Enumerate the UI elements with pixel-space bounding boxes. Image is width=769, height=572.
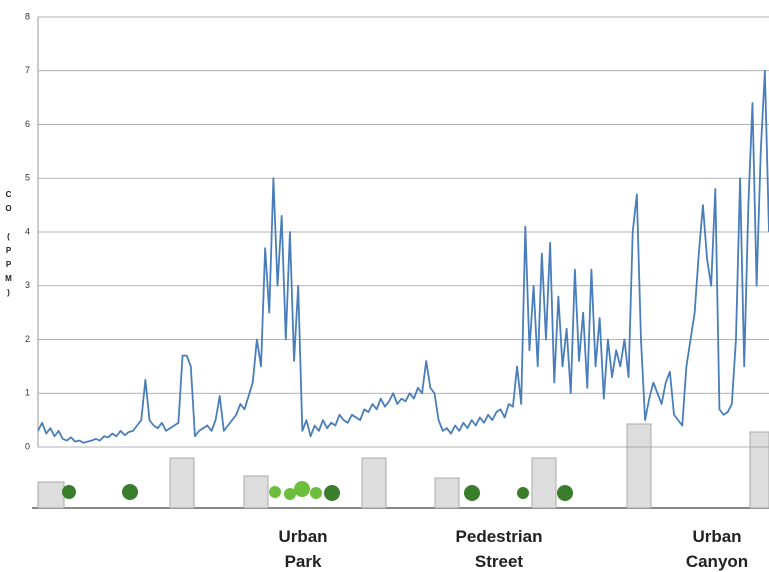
y-tick-label: 8 — [25, 11, 30, 21]
annotation: Pedestrian Street — [455, 527, 543, 571]
y-tick-label: 6 — [25, 119, 30, 129]
y-tick-label: 4 — [25, 226, 30, 236]
annotation: Urban Canyon — [685, 527, 749, 571]
building — [749, 431, 769, 509]
y-axis-label: CO (PPM) — [4, 190, 13, 302]
building — [169, 457, 195, 509]
building — [243, 475, 269, 509]
building — [361, 457, 387, 509]
building — [531, 457, 557, 509]
building — [626, 423, 652, 509]
y-tick-label: 3 — [25, 280, 30, 290]
y-tick-label: 7 — [25, 65, 30, 75]
y-tick-label: 0 — [25, 441, 30, 451]
annotation: Urban Park — [278, 527, 328, 571]
scenery — [32, 423, 769, 509]
trees — [62, 481, 573, 501]
data-line — [37, 69, 769, 444]
building — [37, 481, 65, 509]
y-tick-label: 5 — [25, 173, 30, 183]
building — [434, 477, 460, 509]
y-tick-label: 1 — [25, 388, 30, 398]
y-tick-label: 2 — [25, 334, 30, 344]
